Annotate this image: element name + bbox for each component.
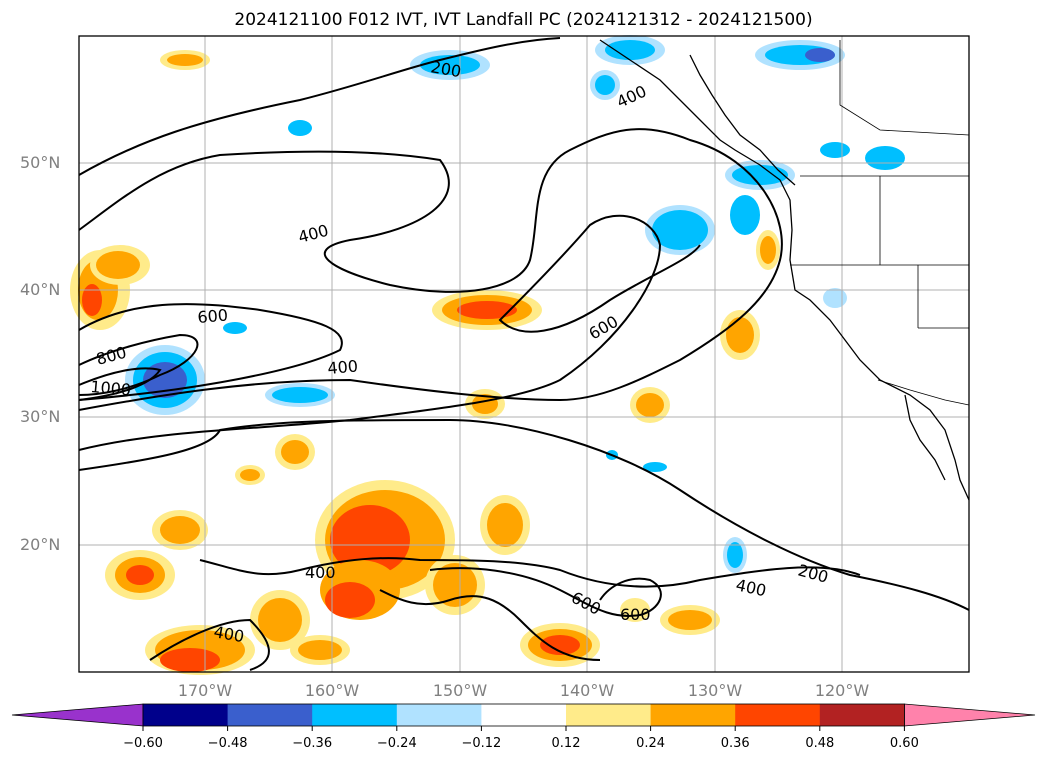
contour-label: 1000: [90, 377, 132, 399]
lon-label: 160°W: [304, 681, 360, 700]
pc-anomaly-patch: [298, 640, 342, 660]
pc-anomaly-patch: [325, 582, 375, 618]
contour-label: 400: [327, 356, 359, 378]
contour-label: 600: [620, 605, 651, 624]
colorbar-frame: [142, 703, 905, 727]
ivt-contours: [78, 37, 970, 671]
contour-label: 600: [197, 305, 229, 327]
colorbar-tick-label: −0.36: [292, 736, 333, 751]
pc-anomaly-patch: [82, 284, 102, 316]
pc-anomaly-patch: [732, 165, 788, 185]
colorbar-tick-label: 0.24: [636, 736, 666, 751]
pc-anomaly-patch: [820, 142, 850, 158]
colorbar-extension-low: [11, 703, 144, 727]
colorbar-tick-label: −0.12: [461, 736, 502, 751]
map-title: 2024121100 F012 IVT, IVT Landfall PC (20…: [234, 10, 813, 30]
pc-anomaly-patch: [167, 54, 203, 66]
colorbar-tick-label: 0.48: [805, 736, 835, 751]
colorbar-segment: [143, 704, 229, 726]
colorbar-tick-label: 0.60: [889, 736, 919, 751]
colorbar-tick-label: −0.48: [207, 736, 248, 751]
pc-anomaly-patch: [288, 120, 312, 136]
lat-label: 20°N: [20, 535, 61, 554]
colorbar-tick-label: 0.12: [551, 736, 581, 751]
pc-anomaly-patch: [727, 542, 743, 568]
colorbar-segment: [650, 704, 736, 726]
pc-anomaly-patch: [823, 288, 847, 308]
pc-anomaly-patch: [126, 565, 154, 585]
pc-anomaly-patch: [540, 635, 580, 655]
colorbar-segment: [481, 704, 567, 726]
colorbar-tick-label: −0.24: [376, 736, 417, 751]
pc-anomaly-patch: [668, 610, 712, 630]
pc-anomaly-patch: [487, 503, 523, 547]
lon-label: 170°W: [177, 681, 233, 700]
colorbar-segment: [227, 704, 313, 726]
colorbar-segment: [566, 704, 652, 726]
pc-anomaly-patch: [272, 387, 328, 403]
lon-label: 130°W: [687, 681, 743, 700]
colorbar: [11, 703, 1036, 731]
pc-anomaly-patch: [760, 236, 776, 264]
lat-label: 30°N: [20, 407, 61, 426]
contour-label: 400: [305, 563, 336, 582]
colorbar-segment: [396, 704, 482, 726]
pc-anomaly-patch: [652, 210, 708, 250]
lat-label: 40°N: [20, 280, 61, 299]
pc-anomaly-patch: [805, 48, 835, 62]
lon-label: 150°W: [432, 681, 488, 700]
lat-label: 50°N: [20, 153, 61, 172]
pc-anomaly-patch: [726, 317, 754, 353]
pc-anomaly-patch: [420, 55, 480, 75]
pc-anomaly-patch: [605, 40, 655, 60]
colorbar-segment: [312, 704, 398, 726]
pc-anomaly-patch: [643, 462, 667, 472]
colorbar-segment: [735, 704, 821, 726]
colorbar-tick-label: −0.60: [123, 736, 163, 751]
map-frame: [78, 35, 970, 673]
pc-anomaly-patch: [160, 648, 220, 672]
pc-anomaly-patch: [281, 440, 309, 464]
pc-anomaly-patch: [240, 469, 260, 481]
pc-anomaly-patch: [730, 195, 760, 235]
colorbar-extension-high: [904, 703, 1036, 727]
pc-anomaly-patch: [595, 75, 615, 95]
pc-anomaly-patch: [457, 301, 517, 319]
pc-anomaly-patch: [160, 516, 200, 544]
pc-shading-layer: [70, 35, 905, 675]
lon-label: 120°W: [814, 681, 870, 700]
pc-anomaly-patch: [96, 251, 140, 279]
state-borders: [790, 40, 970, 406]
colorbar-segment: [819, 704, 905, 726]
lon-label: 140°W: [559, 681, 615, 700]
pc-anomaly-patch: [258, 598, 302, 642]
pc-anomaly-patch: [636, 393, 664, 417]
pc-anomaly-patch: [223, 322, 247, 334]
pc-anomaly-patch: [865, 146, 905, 170]
colorbar-tick-label: 0.36: [720, 736, 750, 751]
coastlines: [599, 39, 970, 501]
